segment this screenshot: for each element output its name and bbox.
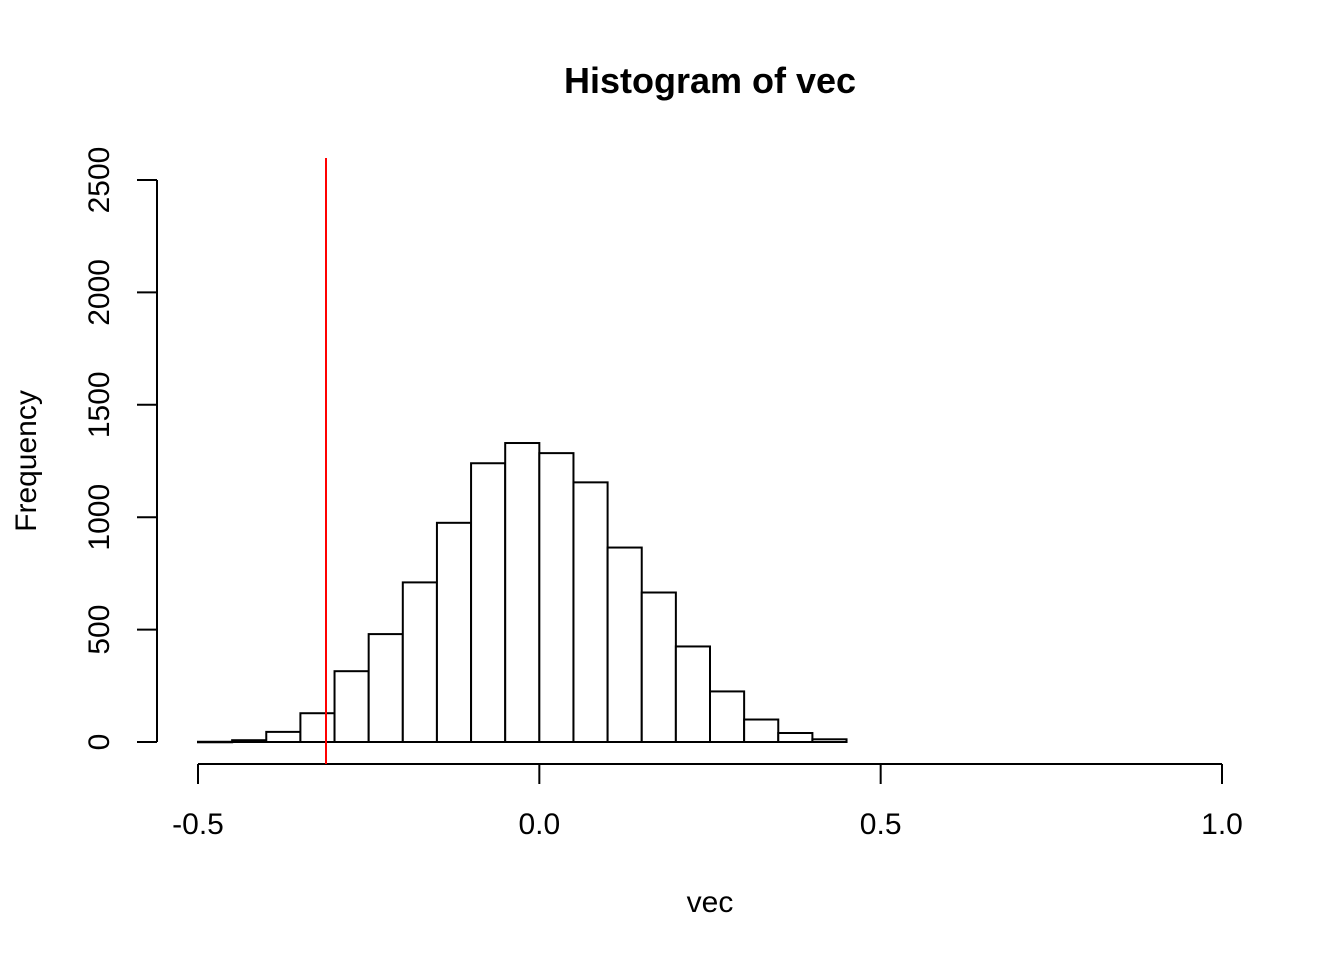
histogram-bar-2 xyxy=(231,739,268,743)
x-axis-label: vec xyxy=(687,886,734,919)
y-tick-label: 500 xyxy=(83,605,116,655)
y-tick-label: 0 xyxy=(83,734,116,751)
y-tick-label: 2500 xyxy=(83,147,116,214)
histogram-bar-11 xyxy=(538,452,575,743)
histogram-bar-1 xyxy=(197,740,234,744)
y-tick-label: 2000 xyxy=(83,259,116,326)
x-tick-label: 0.0 xyxy=(518,808,560,841)
chart-title: Histogram of vec xyxy=(564,60,856,101)
x-tick-label: 1.0 xyxy=(1201,808,1243,841)
histogram-bar-12 xyxy=(572,481,609,743)
x-tick-label: -0.5 xyxy=(172,808,224,841)
histogram-bar-6 xyxy=(367,633,404,744)
histogram-bar-14 xyxy=(640,591,677,743)
y-axis: 0 500 1000 1500 2000 2500 xyxy=(83,147,158,751)
x-axis: -0.5 0.0 0.5 1.0 xyxy=(172,763,1243,841)
histogram-bar-5 xyxy=(333,670,370,743)
histogram-bar-13 xyxy=(606,546,643,743)
histogram-bars xyxy=(197,442,848,744)
y-axis-label: Frequency xyxy=(10,390,43,532)
histogram-bar-9 xyxy=(470,462,507,743)
histogram-bar-10 xyxy=(504,442,541,743)
histogram-bar-8 xyxy=(435,521,473,743)
histogram-bar-18 xyxy=(777,732,814,743)
histogram-bar-16 xyxy=(709,690,746,743)
histogram-bar-17 xyxy=(743,718,780,744)
histogram-bar-4 xyxy=(299,712,336,743)
histogram-bar-3 xyxy=(265,730,302,743)
y-tick-label: 1500 xyxy=(83,371,116,438)
y-tick-label: 1000 xyxy=(83,484,116,551)
histogram-bar-15 xyxy=(674,645,711,744)
x-tick-label: 0.5 xyxy=(860,808,902,841)
histogram-bar-19 xyxy=(811,738,848,744)
histogram-bar-7 xyxy=(401,581,438,744)
